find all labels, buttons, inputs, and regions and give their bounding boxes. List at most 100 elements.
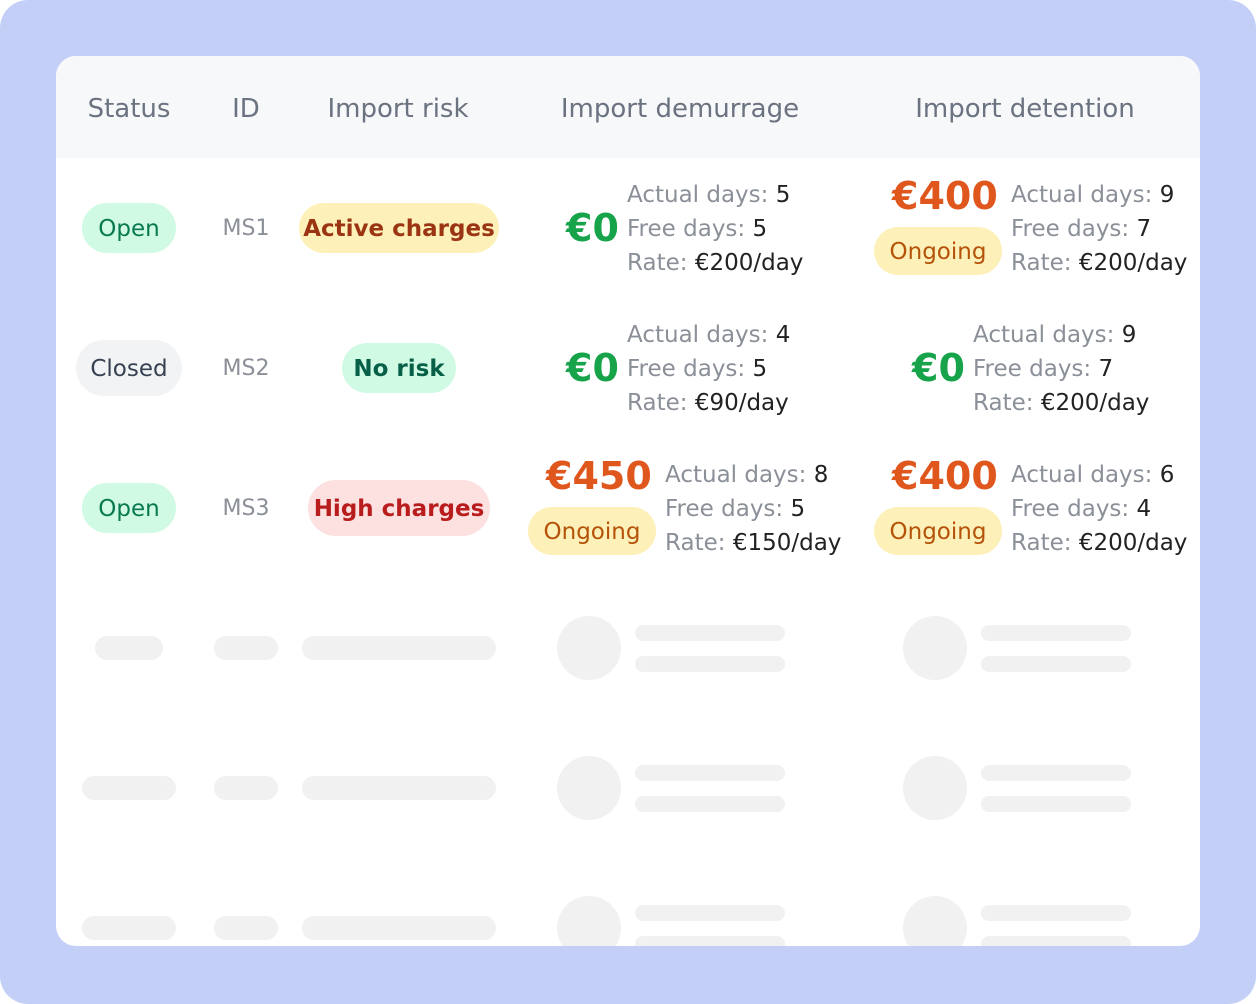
demurrage-amount: €0 [566, 206, 619, 250]
skeleton-status [95, 636, 163, 660]
demurrage-ongoing-badge: Ongoing [528, 507, 656, 555]
free-days-label: Free days: [627, 356, 753, 382]
rate-value: €200/day [1040, 390, 1150, 416]
demurrage-amount: €450 [546, 454, 652, 498]
actual-days-label: Actual days: [627, 182, 776, 208]
skeleton-row [56, 858, 1200, 946]
shipment-id[interactable]: MS1 [222, 216, 270, 241]
free-days-value: 7 [1098, 356, 1114, 382]
actual-days-label: Actual days: [665, 462, 814, 488]
header-import-demurrage[interactable]: Import demurrage [560, 94, 800, 124]
skeleton-detention-line [981, 905, 1131, 921]
shipment-id[interactable]: MS2 [222, 356, 270, 381]
skeleton-risk [302, 776, 496, 800]
detention-amount: €400 [892, 454, 998, 498]
skeleton-detention-circle [903, 896, 967, 946]
rate-value: €200/day [1078, 530, 1188, 556]
detention-details: Actual days: 6 Free days: 4 Rate: €200/d… [1011, 458, 1187, 560]
detention-amount: €400 [892, 174, 998, 218]
skeleton-demurrage-circle [557, 896, 621, 946]
table-header: Status ID Import risk Import demurrage I… [56, 56, 1200, 158]
actual-days-label: Actual days: [1011, 462, 1160, 488]
skeleton-demurrage-line [635, 936, 785, 946]
skeleton-detention-line [981, 656, 1131, 672]
rate-label: Rate: [665, 530, 733, 556]
risk-badge-high-charges: High charges [308, 480, 490, 536]
skeleton-row [56, 578, 1200, 718]
free-days-value: 5 [752, 216, 768, 242]
skeleton-detention-circle [903, 756, 967, 820]
detention-amount: €0 [912, 346, 965, 390]
demurrage-details: Actual days: 4 Free days: 5 Rate: €90/da… [627, 318, 790, 420]
skeleton-demurrage-circle [557, 616, 621, 680]
rate-value: €200/day [1078, 250, 1188, 276]
table-row[interactable]: Open MS3 High charges €450 Ongoing Actua… [56, 438, 1200, 578]
risk-badge-no-risk: No risk [342, 343, 456, 393]
skeleton-id [214, 636, 278, 660]
header-status[interactable]: Status [87, 94, 171, 124]
shipment-id[interactable]: MS3 [222, 496, 270, 521]
free-days-label: Free days: [665, 496, 791, 522]
detention-details: Actual days: 9 Free days: 7 Rate: €200/d… [973, 318, 1149, 420]
free-days-value: 5 [790, 496, 806, 522]
status-badge-open: Open [82, 483, 176, 533]
skeleton-risk [302, 916, 496, 940]
skeleton-demurrage-line [635, 905, 785, 921]
skeleton-detention-line [981, 936, 1131, 946]
rate-value: €90/day [694, 390, 789, 416]
skeleton-status [82, 916, 176, 940]
actual-days-value: 5 [775, 182, 791, 208]
demurrage-details: Actual days: 5 Free days: 5 Rate: €200/d… [627, 178, 803, 280]
skeleton-risk [302, 636, 496, 660]
actual-days-value: 8 [813, 462, 829, 488]
skeleton-detention-circle [903, 616, 967, 680]
skeleton-demurrage-line [635, 656, 785, 672]
actual-days-value: 9 [1159, 182, 1175, 208]
free-days-value: 5 [752, 356, 768, 382]
table-row[interactable]: Closed MS2 No risk €0 Actual days: 4 Fre… [56, 298, 1200, 438]
actual-days-label: Actual days: [973, 322, 1122, 348]
detention-details: Actual days: 9 Free days: 7 Rate: €200/d… [1011, 178, 1187, 280]
status-badge-closed: Closed [76, 340, 182, 396]
skeleton-detention-line [981, 796, 1131, 812]
table-row[interactable]: Open MS1 Active charges €0 Actual days: … [56, 158, 1200, 298]
skeleton-detention-line [981, 765, 1131, 781]
actual-days-value: 9 [1121, 322, 1137, 348]
status-badge-open: Open [82, 203, 176, 253]
rate-label: Rate: [1011, 250, 1079, 276]
free-days-label: Free days: [627, 216, 753, 242]
actual-days-value: 6 [1159, 462, 1175, 488]
actual-days-label: Actual days: [627, 322, 776, 348]
skeleton-id [214, 776, 278, 800]
skeleton-demurrage-line [635, 796, 785, 812]
header-import-detention[interactable]: Import detention [915, 94, 1135, 124]
skeleton-row [56, 718, 1200, 858]
rate-label: Rate: [627, 250, 695, 276]
free-days-label: Free days: [973, 356, 1099, 382]
detention-ongoing-badge: Ongoing [874, 227, 1002, 275]
free-days-value: 7 [1136, 216, 1152, 242]
rate-value: €150/day [732, 530, 842, 556]
skeleton-demurrage-line [635, 625, 785, 641]
header-import-risk[interactable]: Import risk [327, 94, 469, 124]
rate-label: Rate: [1011, 530, 1079, 556]
skeleton-id [214, 916, 278, 940]
actual-days-label: Actual days: [1011, 182, 1160, 208]
rate-value: €200/day [694, 250, 804, 276]
skeleton-demurrage-line [635, 765, 785, 781]
free-days-label: Free days: [1011, 496, 1137, 522]
detention-ongoing-badge: Ongoing [874, 507, 1002, 555]
skeleton-demurrage-circle [557, 756, 621, 820]
demurrage-amount: €0 [566, 346, 619, 390]
rate-label: Rate: [627, 390, 695, 416]
free-days-value: 4 [1136, 496, 1152, 522]
free-days-label: Free days: [1011, 216, 1137, 242]
skeleton-status [82, 776, 176, 800]
skeleton-detention-line [981, 625, 1131, 641]
shipments-table-card: Status ID Import risk Import demurrage I… [56, 56, 1200, 946]
rate-label: Rate: [973, 390, 1041, 416]
actual-days-value: 4 [775, 322, 791, 348]
demurrage-details: Actual days: 8 Free days: 5 Rate: €150/d… [665, 458, 841, 560]
header-id[interactable]: ID [232, 94, 260, 124]
